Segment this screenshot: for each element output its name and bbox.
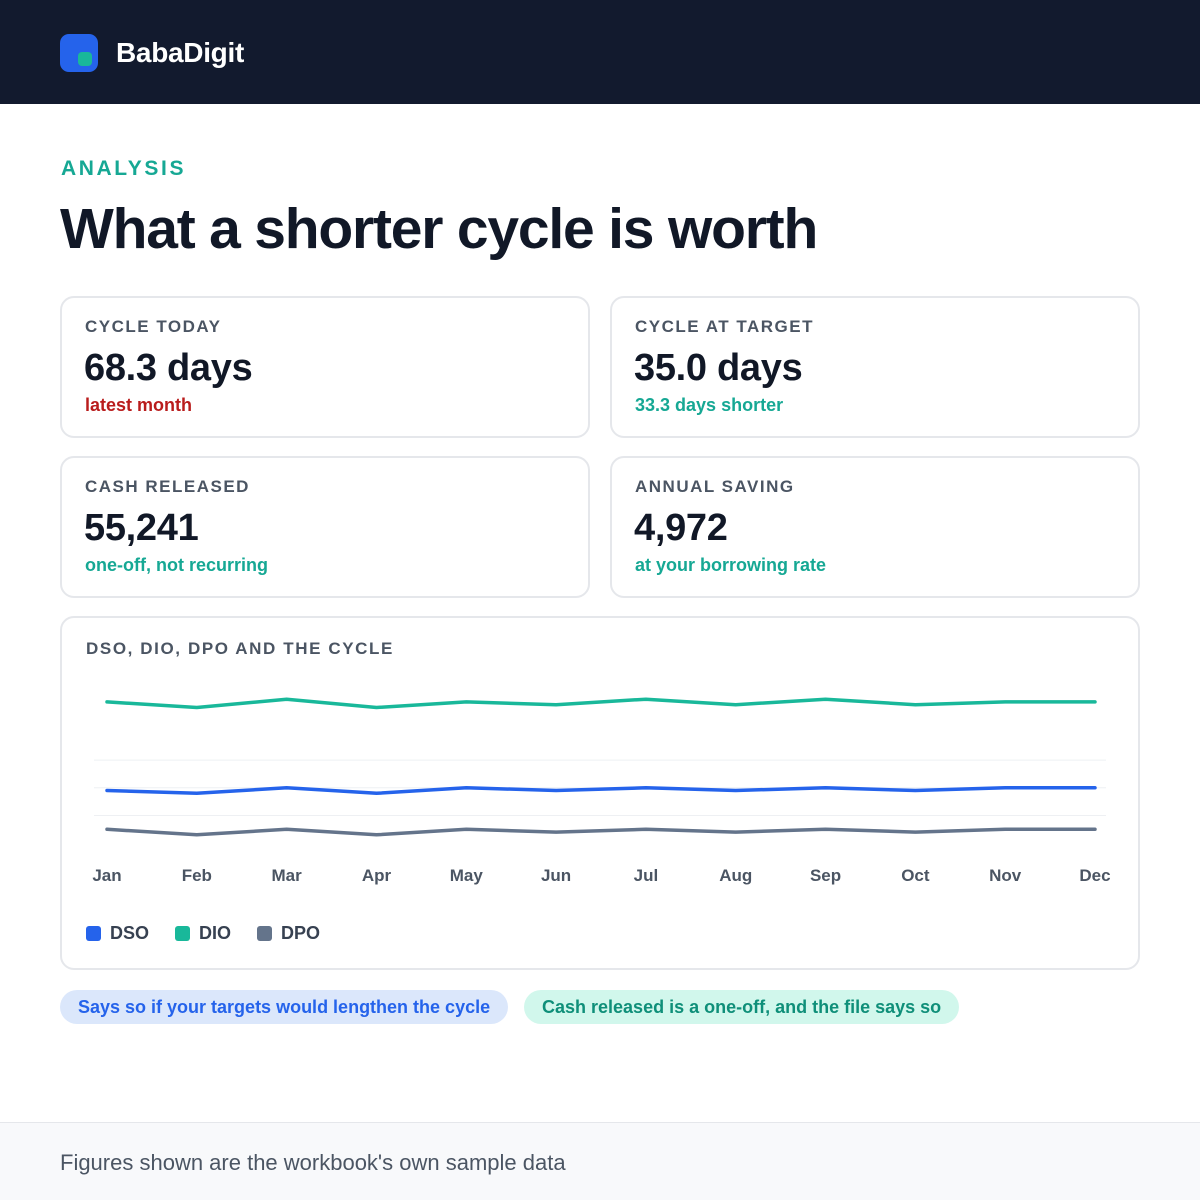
x-tick-label: Aug [719,866,752,885]
stat-value: 4,972 [634,507,728,549]
x-tick-label: Oct [901,866,930,885]
chart-card: DSO, DIO, DPO AND THE CYCLE Jan Feb Mar Apr… [60,616,1140,970]
series-line-dio [105,697,1097,710]
x-tick-label: Jul [634,866,659,885]
x-tick-label: Jan [92,866,121,885]
stat-sub: one-off, not recurring [85,555,268,575]
legend-item-dio: DIO [175,921,231,945]
stat-card-cycle-at-target: CYCLE AT TARGET 35.0 days 33.3 days shor… [610,296,1140,438]
stat-value: 35.0 days [634,347,803,389]
legend-label: DIO [199,923,232,943]
x-tick-label: Nov [989,866,1022,885]
stat-card-annual-saving: ANNUAL SAVING 4,972 at your borrowing ra… [610,456,1140,598]
stat-sub: 33.3 days shorter [635,395,784,415]
x-tick-label: Dec [1079,866,1110,885]
x-tick-label: Feb [182,866,212,885]
logo-dot [78,52,92,66]
stat-value: 55,241 [84,507,199,549]
footer-note: Figures shown are the workbook's own sam… [60,1150,566,1175]
chart-legend: DSO DIO DPO [86,921,346,945]
legend-item-dso: DSO [86,921,149,945]
legend-item-dpo: DPO [257,921,320,945]
brand-logo-icon[interactable] [60,34,98,72]
legend-label: DSO [110,923,150,943]
legend-label: DPO [281,923,321,943]
stat-sub: at your borrowing rate [635,555,827,575]
note-pill-targets: Says so if your targets would lengthen t… [60,990,509,1024]
stat-label: CASH RELEASED [85,477,250,496]
page-title: What a shorter cycle is worth [60,197,818,261]
section-eyebrow: ANALYSIS [61,157,187,180]
x-tick-label: Apr [362,866,392,885]
stat-sub: latest month [85,395,193,415]
x-tick-label: Sep [810,866,841,885]
stat-card-cycle-today: CYCLE TODAY 68.3 days latest month [60,296,590,438]
series-line-dpo [105,827,1097,837]
stat-label: ANNUAL SAVING [635,477,795,496]
stat-card-cash-released: CASH RELEASED 55,241 one-off, not recurr… [60,456,590,598]
brand-name[interactable]: BabaDigit [116,37,244,68]
legend-swatch [175,925,191,941]
footer: Figures shown are the workbook's own sam… [0,1122,1200,1200]
note-pill-cash: Cash released is a one-off, and the file… [524,990,960,1024]
x-tick-label: Jun [541,866,571,885]
line-chart: Jan Feb Mar Apr May Jun Jul Aug Sep Oct Nov Dec [92,697,1111,885]
stat-label: CYCLE AT TARGET [635,317,814,336]
x-tick-label: Mar [272,866,303,885]
x-tick-label: May [450,866,484,885]
top-bar: BabaDigit [0,0,1200,104]
stat-label: CYCLE TODAY [85,317,222,336]
legend-swatch [257,925,273,941]
chart-title: DSO, DIO, DPO AND THE CYCLE [86,639,394,658]
stat-value: 68.3 days [84,347,253,389]
legend-swatch [86,925,101,941]
series-line-dso [105,786,1097,796]
